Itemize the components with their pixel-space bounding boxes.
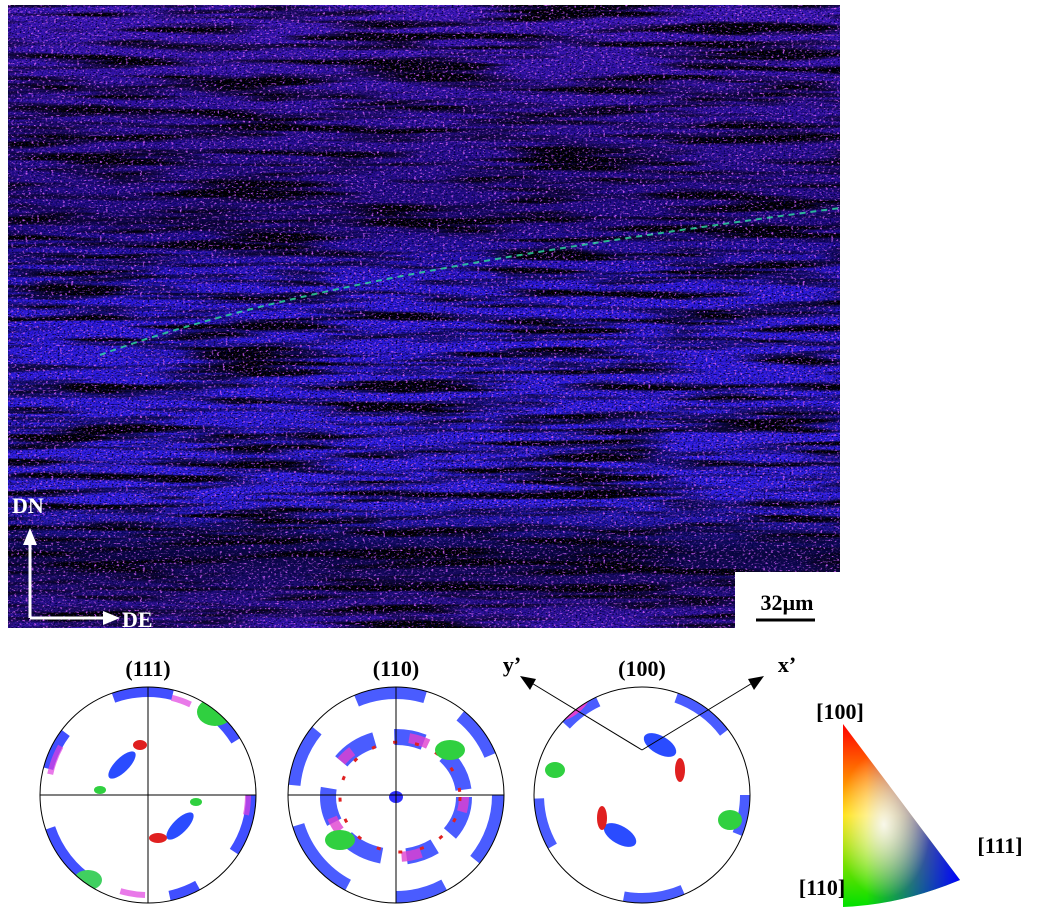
key-label: [100] xyxy=(816,699,864,724)
dn-arrow xyxy=(23,528,37,545)
pole-blob xyxy=(338,740,462,854)
scale-label: 32µm xyxy=(760,590,813,615)
color-key: [100] [110] [111] xyxy=(799,699,1023,907)
guide-line xyxy=(529,681,643,751)
pole-mark xyxy=(533,686,751,904)
pole-blob xyxy=(74,870,102,890)
pole-blob xyxy=(323,732,469,862)
dn-label: DN xyxy=(12,493,44,518)
y-prime-label: y’ xyxy=(503,652,521,677)
pole-figure-title: (100) xyxy=(618,656,666,681)
key-white xyxy=(843,724,960,907)
y-prime-arrow xyxy=(520,676,536,690)
x-prime-label: x’ xyxy=(778,652,796,677)
pole-blob xyxy=(597,806,607,830)
guide-line xyxy=(641,681,755,751)
pole-figure-title: (111) xyxy=(125,656,170,681)
pole-blob xyxy=(325,830,355,850)
pole-blob xyxy=(190,798,202,806)
pole-blob xyxy=(435,740,465,760)
pole-figure-100: (100) y’ x’ xyxy=(503,652,796,904)
pole-blob xyxy=(675,758,685,782)
pole-blob xyxy=(94,786,106,794)
pole-figure-110: (110) xyxy=(287,656,505,904)
boundary-band xyxy=(99,207,841,356)
x-prime-arrow xyxy=(748,676,764,690)
pole-blob xyxy=(603,823,637,847)
de-label: DE xyxy=(122,607,153,632)
key-label: [110] xyxy=(799,875,845,900)
map-magenta-specks xyxy=(8,5,840,628)
pole-blob xyxy=(133,740,147,750)
orientation-map: 32µm DN DE xyxy=(8,5,841,632)
pole-blob xyxy=(166,812,194,840)
pole-figure-title: (110) xyxy=(373,656,419,681)
pole-blob xyxy=(108,751,136,779)
de-arrow xyxy=(103,611,120,625)
pole-blob xyxy=(718,810,742,830)
pole-blob xyxy=(149,833,167,843)
pole-blob xyxy=(545,762,565,778)
pole-data xyxy=(534,687,750,903)
key-label: [111] xyxy=(977,833,1022,858)
pole-figure-111: (111) xyxy=(39,656,257,904)
pole-mark xyxy=(534,687,750,903)
pole-blob xyxy=(643,733,677,757)
